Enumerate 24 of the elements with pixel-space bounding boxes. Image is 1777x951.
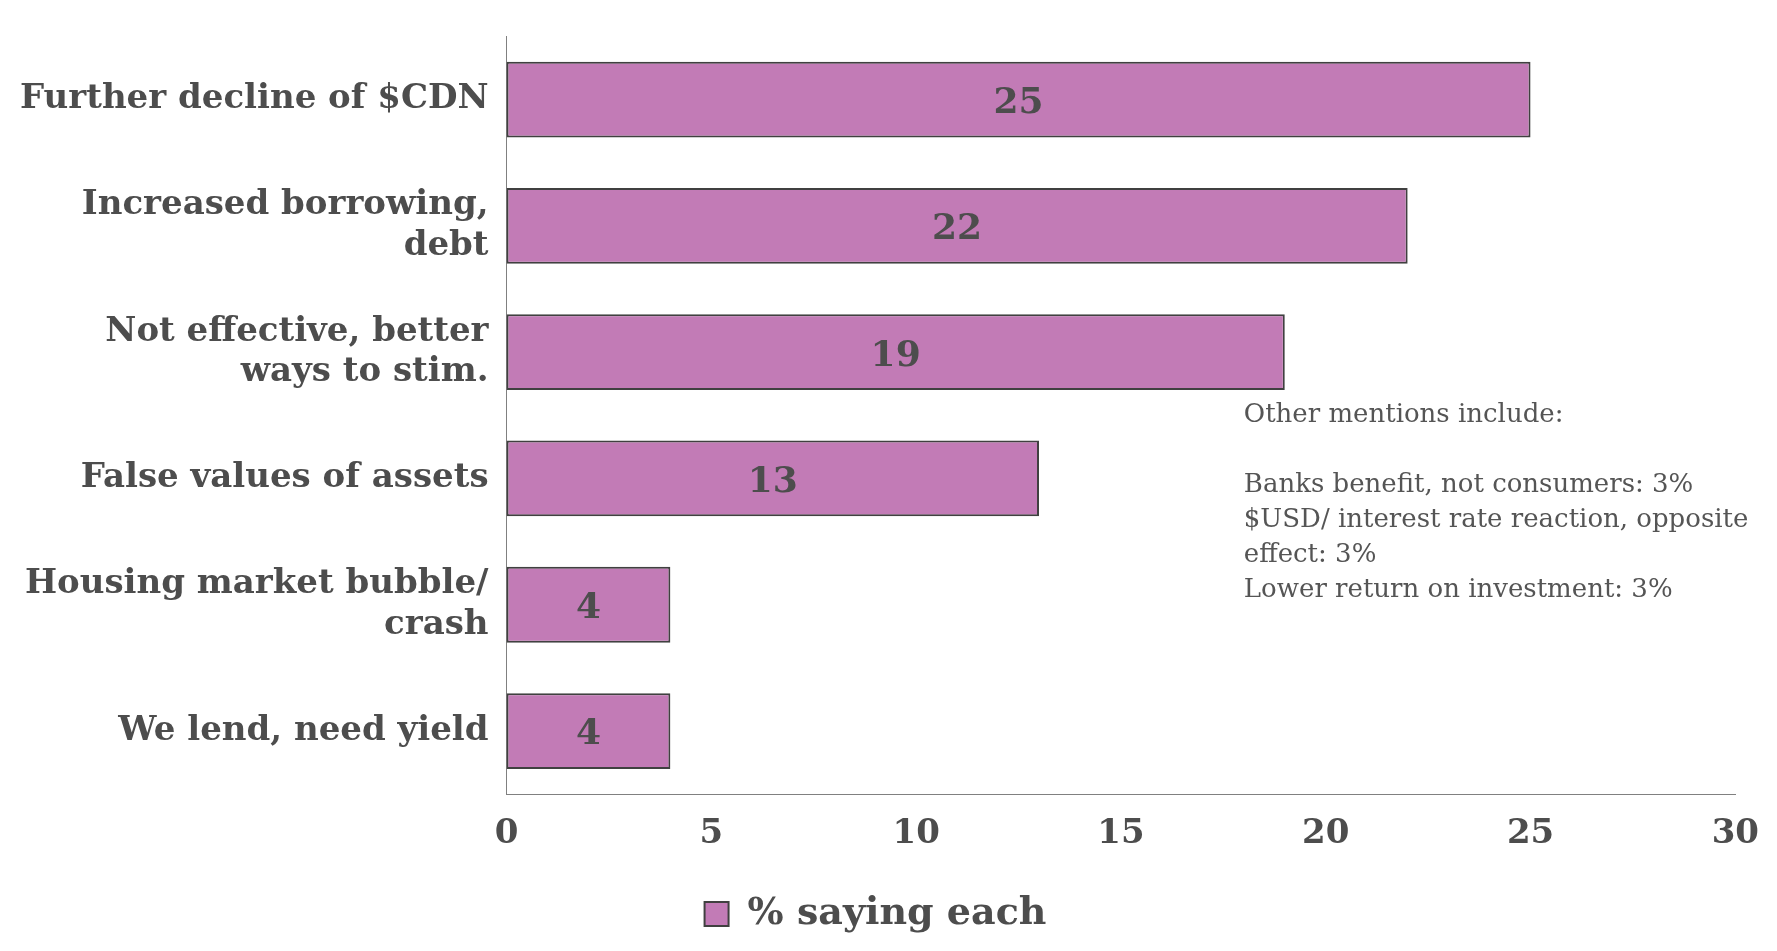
x-tick-label: 5 [699,811,724,852]
x-tick-label: 20 [1302,811,1350,852]
x-tick-label: 30 [1711,811,1760,852]
x-tick-label: 25 [1506,811,1555,852]
y-tick-label: We lend, need yield [117,707,489,748]
data-label: 22 [932,205,983,248]
data-label: 4 [575,710,601,753]
x-tick-label: 10 [892,811,940,852]
x-tick-label: 0 [494,811,519,852]
y-tick-label: Not effective, better ways to stim. [105,308,490,390]
y-tick-label: False values of assets [80,455,489,496]
data-label: 4 [575,584,601,627]
legend-label: % saying each [747,887,1047,933]
y-tick-label: Housing market bubble/ crash [24,561,490,642]
annotation: Lower return on investment: 3% [1243,573,1673,604]
y-tick-label: Further decline of $CDN [20,76,489,117]
data-label: 13 [747,457,798,500]
annotation: Other mentions include: [1243,398,1564,429]
annotation: $USD/ interest rate reaction, opposite effect: 3% [1243,503,1749,569]
data-label: 19 [870,331,921,374]
annotation: Banks benefit, not consumers: 3% [1243,468,1694,499]
x-tick-label: 15 [1097,811,1145,852]
y-tick-label: Increased borrowing, debt [81,182,489,264]
data-label: 25 [993,78,1044,121]
